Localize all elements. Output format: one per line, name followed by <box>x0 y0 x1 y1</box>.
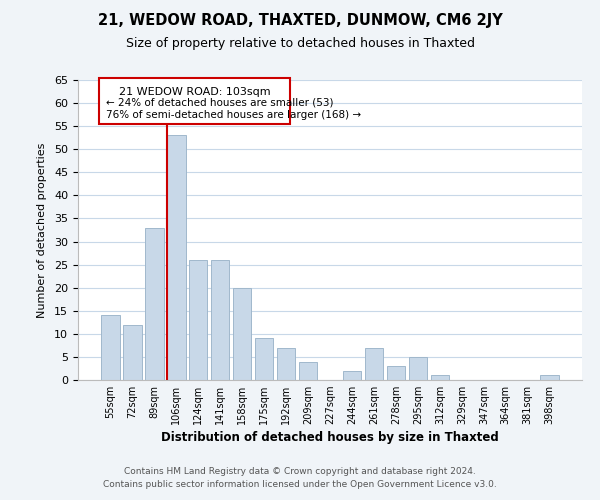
Bar <box>409 357 427 380</box>
Bar <box>365 348 383 380</box>
Text: Contains public sector information licensed under the Open Government Licence v3: Contains public sector information licen… <box>103 480 497 489</box>
Bar <box>167 136 185 380</box>
Text: 76% of semi-detached houses are larger (168) →: 76% of semi-detached houses are larger (… <box>106 110 361 120</box>
FancyBboxPatch shape <box>99 78 290 124</box>
X-axis label: Distribution of detached houses by size in Thaxted: Distribution of detached houses by size … <box>161 432 499 444</box>
Bar <box>189 260 208 380</box>
Bar <box>343 371 361 380</box>
Bar <box>277 348 295 380</box>
Y-axis label: Number of detached properties: Number of detached properties <box>37 142 47 318</box>
Bar <box>299 362 317 380</box>
Bar <box>255 338 274 380</box>
Bar <box>101 316 119 380</box>
Text: Size of property relative to detached houses in Thaxted: Size of property relative to detached ho… <box>125 38 475 51</box>
Bar <box>431 376 449 380</box>
Bar <box>123 324 142 380</box>
Bar <box>211 260 229 380</box>
Bar <box>541 376 559 380</box>
Text: 21 WEDOW ROAD: 103sqm: 21 WEDOW ROAD: 103sqm <box>119 87 271 97</box>
Bar <box>386 366 405 380</box>
Text: ← 24% of detached houses are smaller (53): ← 24% of detached houses are smaller (53… <box>106 98 334 108</box>
Text: Contains HM Land Registry data © Crown copyright and database right 2024.: Contains HM Land Registry data © Crown c… <box>124 467 476 476</box>
Text: 21, WEDOW ROAD, THAXTED, DUNMOW, CM6 2JY: 21, WEDOW ROAD, THAXTED, DUNMOW, CM6 2JY <box>98 12 502 28</box>
Bar <box>145 228 164 380</box>
Bar <box>233 288 251 380</box>
